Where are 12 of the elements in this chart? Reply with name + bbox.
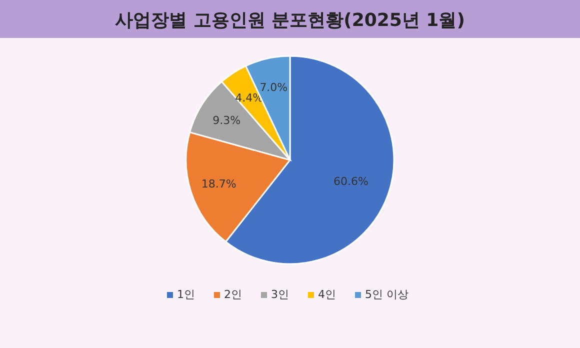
legend-label: 3인 xyxy=(271,288,289,301)
legend-label: 2인 xyxy=(224,288,242,301)
data-label: 7.0% xyxy=(260,80,288,94)
data-label: 18.7% xyxy=(201,177,236,190)
legend-label: 4인 xyxy=(318,288,336,301)
pie-slice xyxy=(185,131,291,243)
chart-title: 사업장별 고용인원 분포현황(2025년 1월) xyxy=(115,10,465,31)
data-label: 9.3% xyxy=(212,114,241,128)
pie-slice xyxy=(189,80,291,161)
legend-label: 5인 이상 xyxy=(365,288,408,301)
data-label: 60.6% xyxy=(333,175,368,188)
legend-label: 1인 xyxy=(177,288,195,301)
